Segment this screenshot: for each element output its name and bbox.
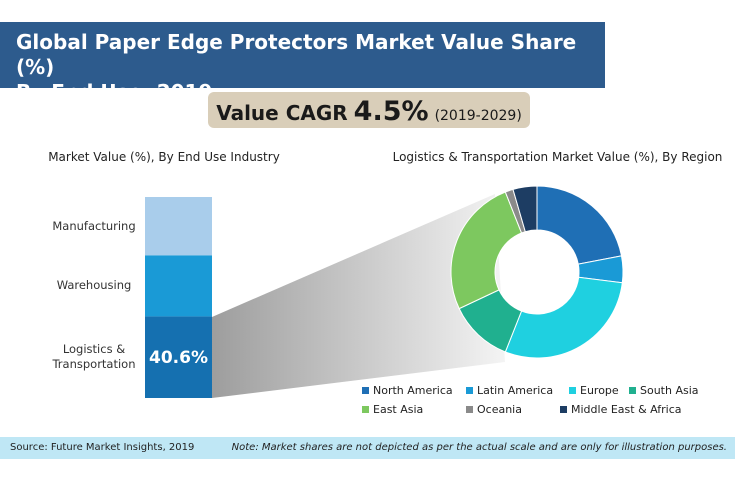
bar-segment (145, 197, 212, 256)
bar-segment (145, 316, 212, 398)
donut-slice (504, 276, 623, 359)
legend-item: Europe (569, 384, 619, 397)
funnel (212, 194, 505, 398)
donut-title: Logistics & Transportation Market Value … (392, 150, 723, 164)
legend-item: North America (362, 384, 453, 397)
legend-swatch (629, 387, 636, 394)
legend-label: South Asia (640, 384, 699, 397)
cagr-badge: Value CAGR 4.5% (2019-2029) (208, 92, 530, 128)
legend-item: Middle East & Africa (560, 403, 682, 416)
legend-item: East Asia (362, 403, 423, 416)
category-label: Logistics & Transportation (52, 342, 136, 372)
donut-slice (450, 191, 523, 310)
legend-swatch (362, 387, 369, 394)
category-label: Warehousing (56, 278, 132, 293)
legend-label: North America (373, 384, 453, 397)
charts: 40.6% (28, 169, 735, 398)
legend-swatch (362, 406, 369, 413)
bar-title: Market Value (%), By End Use Industry (48, 150, 280, 164)
category-label: Manufacturing (52, 218, 136, 233)
title-line: Global Paper Edge Protectors Market Valu… (16, 30, 577, 79)
cagr-period: (2019-2029) (434, 108, 522, 124)
donut-slice (536, 185, 623, 265)
title-line: By End Use, 2019 (16, 80, 213, 104)
value-label: 40.6% (149, 348, 208, 368)
title-band: Global Paper Edge Protectors Market Valu… (0, 22, 605, 104)
legend-swatch (466, 387, 473, 394)
legend-label: Latin America (477, 384, 554, 397)
legend-swatch (569, 387, 576, 394)
cagr-value: 4.5% (353, 96, 429, 127)
legend-item: Latin America (466, 384, 553, 397)
bar-segment (145, 255, 212, 317)
legend-item: South Asia (629, 384, 699, 397)
source: Source: Future Market Insights, 2019 (10, 442, 195, 453)
legend-label: Oceania (477, 403, 522, 416)
legend-item: Oceania (466, 403, 522, 416)
legend-swatch (466, 406, 473, 413)
legend-label: Europe (580, 384, 619, 397)
legend-label: East Asia (373, 403, 424, 416)
legend-label: Middle East & Africa (571, 403, 682, 416)
donut-slice (512, 185, 538, 233)
legend-swatch (560, 406, 567, 413)
note: Note: Market shares are not depicted as … (231, 442, 727, 453)
cagr-label: Value CAGR (216, 101, 348, 125)
footer: Source: Future Market Insights, 2019 Not… (0, 437, 735, 459)
